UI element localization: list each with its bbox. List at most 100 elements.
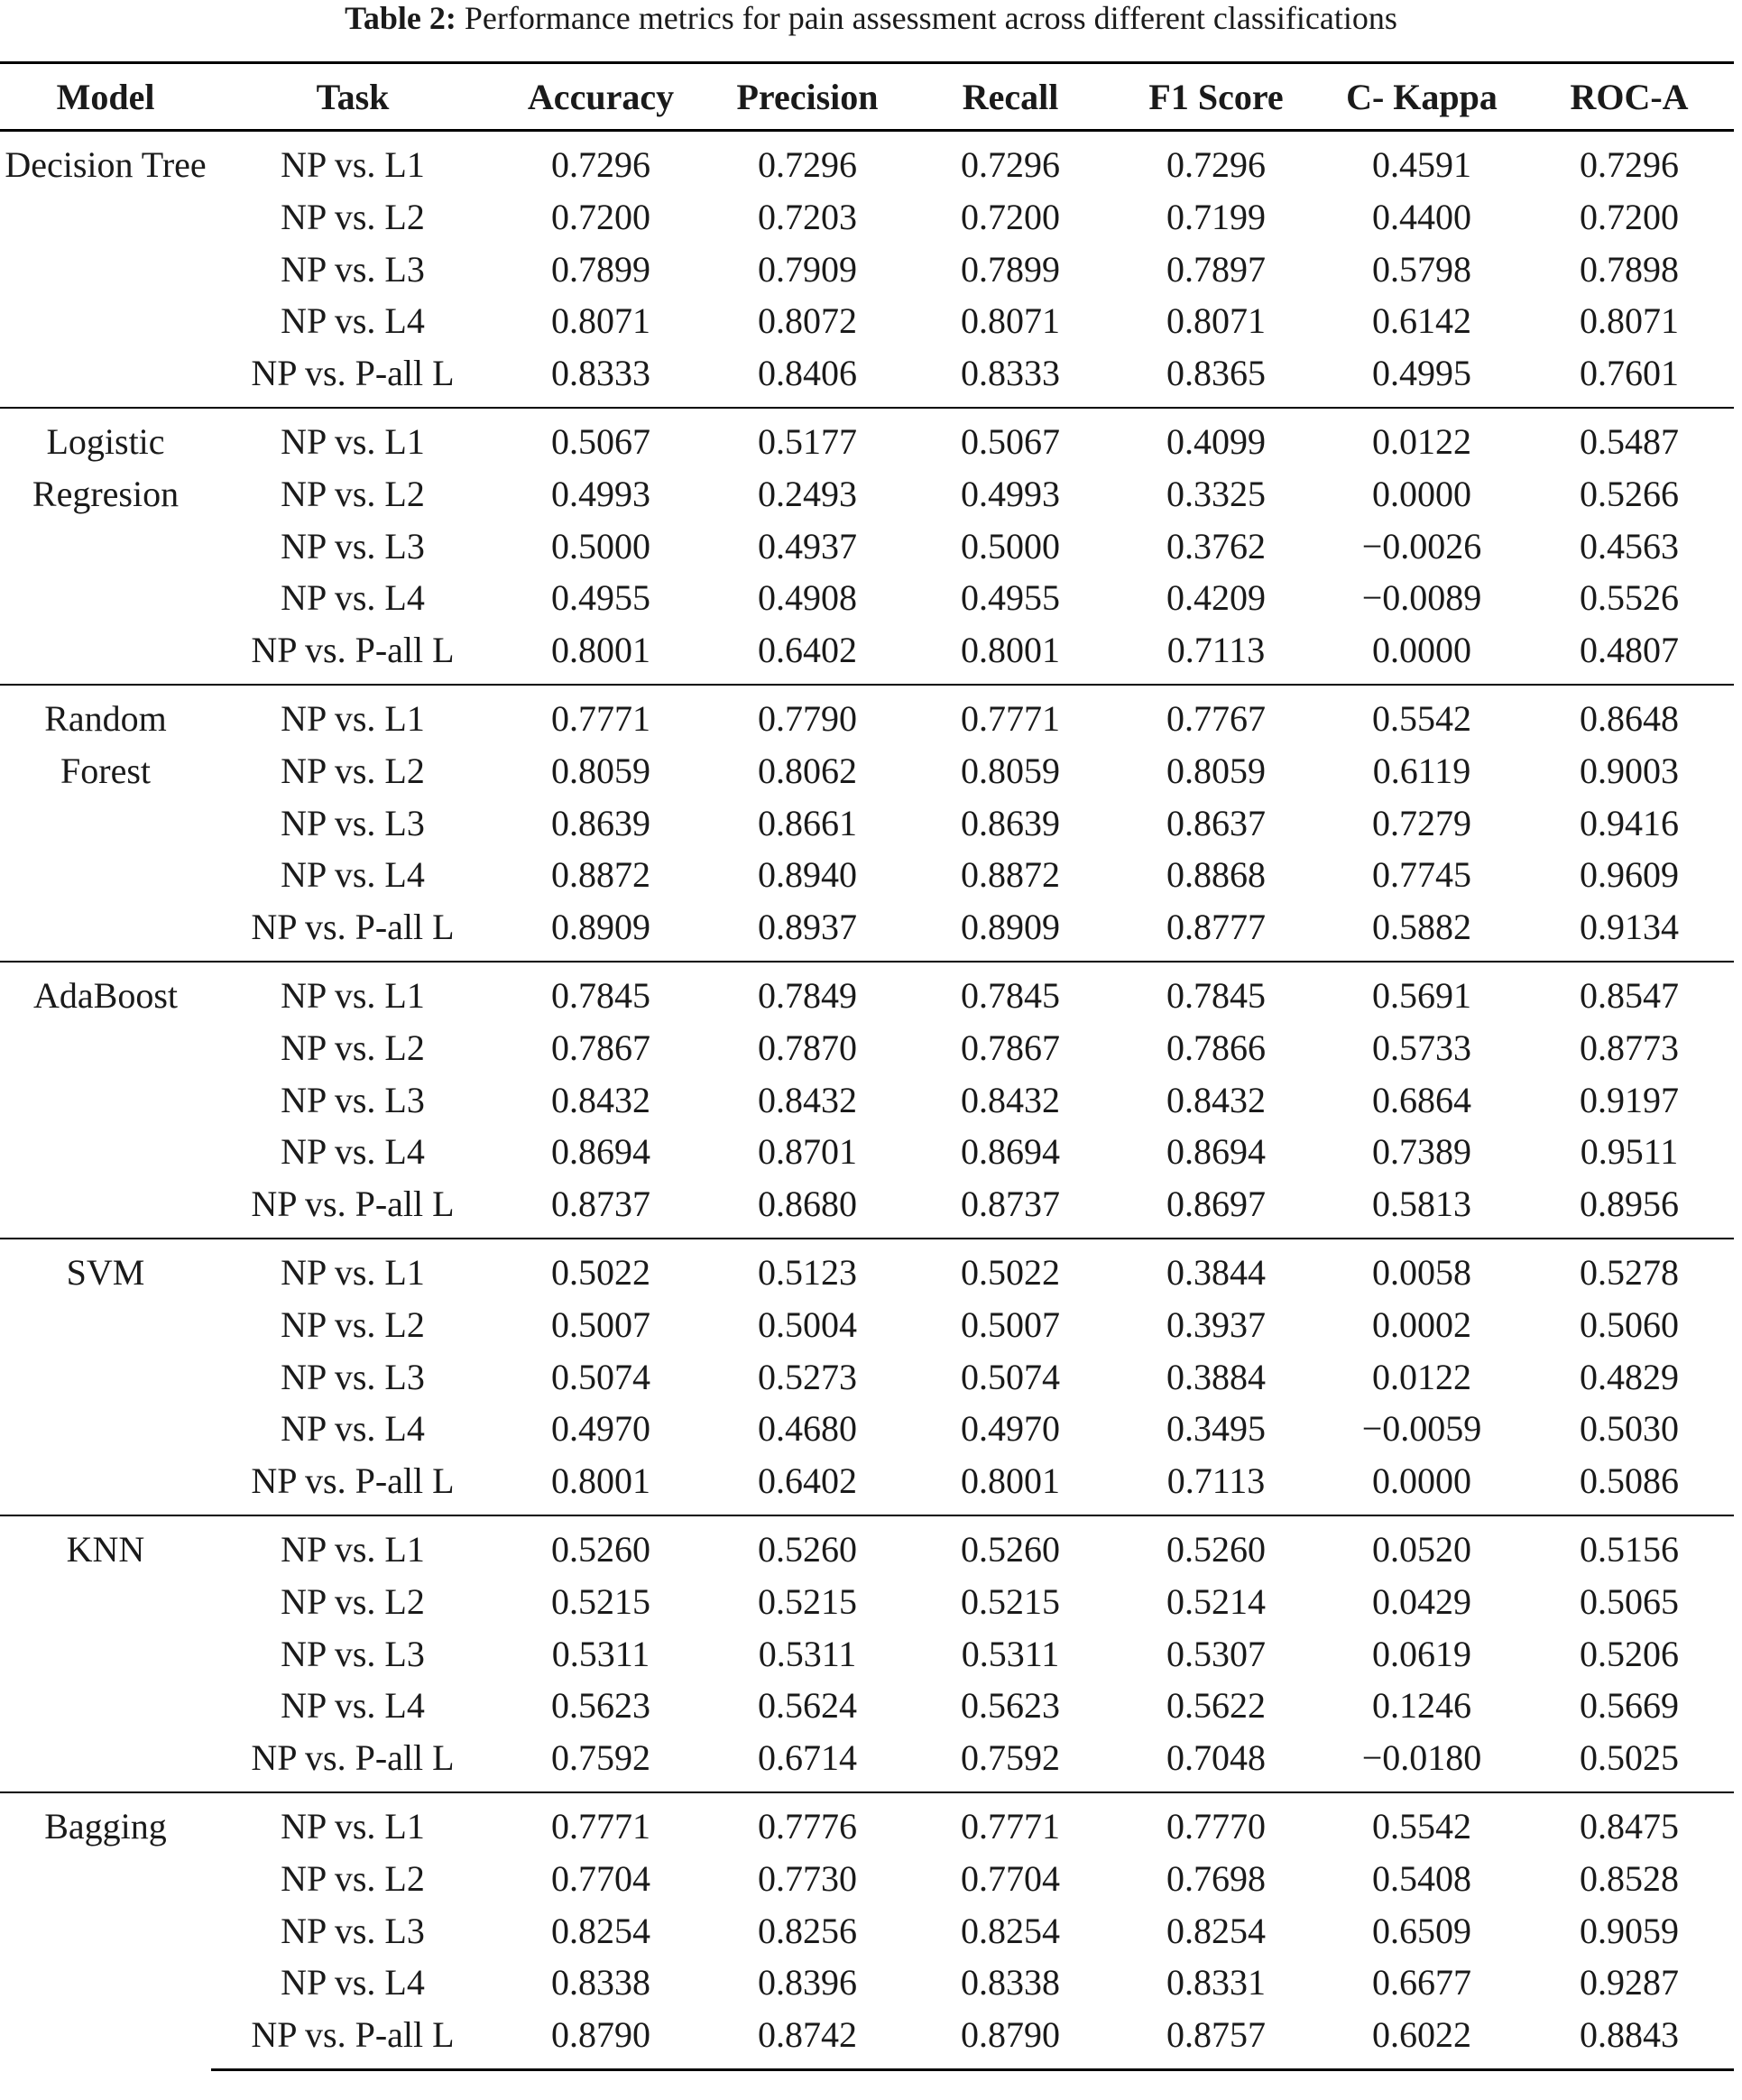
metric-cell: 0.4993 <box>551 473 650 514</box>
metric-cell: 0.8254 <box>961 1910 1060 1951</box>
metric-cell: 0.7389 <box>1372 1131 1471 1173</box>
metric-cell: 0.5669 <box>1580 1685 1679 1727</box>
metric-cell: 0.3762 <box>1166 525 1266 566</box>
metric-cell: 0.5542 <box>1319 683 1525 745</box>
metric-cell: 0.7909 <box>758 248 857 290</box>
metric-cell: 0.5307 <box>1166 1633 1266 1674</box>
metric-cell: 0.8909 <box>961 907 1060 948</box>
metric-cell: 0.8680 <box>758 1184 857 1225</box>
metric-cell: 0.5215 <box>961 1580 1060 1622</box>
metric-cell: 0.7113 <box>1166 630 1266 671</box>
metric-cell: 0.8072 <box>758 300 857 342</box>
metric-cell: 0.7592 <box>961 1737 1060 1779</box>
metric-cell: 0.4993 <box>961 473 1060 514</box>
metric-cell: 0.5813 <box>1372 1184 1471 1225</box>
metric-cell: 0.8937 <box>758 907 857 948</box>
metric-cell: 0.8843 <box>1525 2009 1734 2071</box>
table-row: NP vs. L4 0.8872 0.8940 0.8872 0.8868 0.7745 0… <box>0 849 1734 901</box>
task-cell: NP vs. L3 <box>281 1356 425 1397</box>
metric-cell: 0.6677 <box>1372 1962 1471 2003</box>
metric-cell: 0.4970 <box>551 1408 650 1450</box>
table-row: Bagging NP vs. L1 0.7771 0.7776 0.7771 0.7770… <box>0 1791 1734 2070</box>
metric-cell: 0.6022 <box>1319 2009 1525 2071</box>
metric-cell: 0.8790 <box>908 2009 1113 2071</box>
table-row: NP vs. P-all L 0.8001 0.6402 0.8001 0.7113 0.… <box>0 1455 1734 1515</box>
table-row: NP vs. L4 0.8071 0.8072 0.8071 0.8071 0.6142 0… <box>0 295 1734 347</box>
metric-cell: 0.8338 <box>961 1962 1060 2003</box>
table-row: NP vs. P-all L 0.8001 0.6402 0.8001 0.7113 0.… <box>0 624 1734 685</box>
task-cell: NP vs. L4 <box>281 1408 425 1450</box>
table-row: NP vs. L4 0.8338 0.8396 0.8338 0.8331 0.6677 0… <box>0 1957 1734 2009</box>
metric-cell: 0.7200 <box>961 196 1060 237</box>
model-group: Bagging NP vs. L1 0.7771 0.7776 0.7771 0.7770… <box>0 1791 1734 2071</box>
task-cell: NP vs. L4 <box>281 1962 425 2003</box>
caption: Table 2: Performance metrics for pain as… <box>0 0 1742 40</box>
metric-cell: 0.5123 <box>707 1237 908 1299</box>
metric-cell: 0.7296 <box>551 144 650 185</box>
metric-cell: 0.5060 <box>1580 1303 1679 1345</box>
task-cell: NP vs. L1 <box>211 406 494 468</box>
task-cell: NP vs. L2 <box>281 1027 425 1068</box>
task-cell: NP vs. L2 <box>281 196 425 237</box>
metric-cell: 0.7899 <box>961 248 1060 290</box>
metric-cell: 0.8365 <box>1166 353 1266 394</box>
metric-cell: 0.4829 <box>1580 1356 1679 1397</box>
column-header: C- Kappa <box>1319 61 1525 132</box>
metric-cell: 0.3844 <box>1113 1237 1319 1299</box>
metric-cell: 0.8071 <box>1580 300 1679 342</box>
metric-cell: 0.7898 <box>1580 248 1679 290</box>
task-cell: NP vs. P-all L <box>251 1460 455 1502</box>
metric-cell: 0.6402 <box>758 1460 857 1502</box>
metric-cell: 0.8338 <box>551 1962 650 2003</box>
metric-cell: 0.4955 <box>551 577 650 619</box>
metric-cell: 0.4807 <box>1580 630 1679 671</box>
model-group: Logistic Regresion NP vs. L1 0.5067 0.5177 0… <box>0 406 1734 685</box>
caption-text: Performance metrics for pain assessment … <box>464 0 1397 36</box>
metric-cell: 0.6142 <box>1372 300 1471 342</box>
metric-cell: 0.0000 <box>1372 1460 1471 1502</box>
model-name: Decision Tree <box>5 144 207 185</box>
metric-cell: 0.7771 <box>494 1791 707 1853</box>
metric-cell: 0.7899 <box>551 248 650 290</box>
metric-cell: 0.5074 <box>551 1356 650 1397</box>
metric-cell: 0.8909 <box>551 907 650 948</box>
metric-cell: 0.7866 <box>1166 1027 1266 1068</box>
table-row: NP vs. L3 0.5000 0.4937 0.5000 0.3762 −0.0026… <box>0 520 1734 573</box>
metric-cell: 0.4563 <box>1580 525 1679 566</box>
metric-cell: 0.8742 <box>707 2009 908 2071</box>
metric-cell: 0.7730 <box>758 1857 857 1899</box>
metric-cell: 0.4995 <box>1372 353 1471 394</box>
metric-cell: 0.8777 <box>1166 907 1266 948</box>
metric-cell: 0.7296 <box>1166 144 1266 185</box>
metric-cell: 0.5022 <box>908 1237 1113 1299</box>
metric-cell: 0.0619 <box>1372 1633 1471 1674</box>
model-group: AdaBoost NP vs. L1 0.7845 0.7849 0.7845 0.784… <box>0 960 1734 1239</box>
metric-cell: 0.5487 <box>1525 406 1734 468</box>
table-row: NP vs. L3 0.5311 0.5311 0.5311 0.5307 0.0619 0… <box>0 1628 1734 1681</box>
metric-cell: 0.5733 <box>1372 1027 1471 1068</box>
metric-cell: 0.7048 <box>1166 1737 1266 1779</box>
metric-cell: 0.5067 <box>908 406 1113 468</box>
table-row: NP vs. L3 0.7899 0.7909 0.7899 0.7897 0.5798 0… <box>0 244 1734 296</box>
metric-cell: 0.8868 <box>1166 854 1266 896</box>
metric-cell: 0.0122 <box>1319 406 1525 468</box>
metric-cell: 0.8331 <box>1166 1962 1266 2003</box>
metric-cell: 0.8639 <box>961 802 1060 843</box>
metric-cell: 0.9134 <box>1580 907 1679 948</box>
task-cell: NP vs. P-all L <box>251 1184 455 1225</box>
metric-cell: 0.9287 <box>1580 1962 1679 2003</box>
table-row: SVM NP vs. L1 0.5022 0.5123 0.5022 0.3844 0.00… <box>0 1237 1734 1515</box>
table-row: NP vs. L2 0.4993 0.2493 0.4993 0.3325 0.0000 0… <box>0 468 1734 520</box>
metric-cell: 0.7296 <box>961 144 1060 185</box>
task-cell: NP vs. L1 <box>281 144 425 185</box>
metric-cell: 0.7771 <box>908 683 1113 745</box>
metric-cell: 0.7897 <box>1166 248 1266 290</box>
model-name: SVM <box>0 1237 211 1515</box>
metric-cell: 0.5311 <box>758 1633 857 1674</box>
metric-cell: 0.8694 <box>961 1131 1060 1173</box>
metric-cell: 0.5025 <box>1580 1737 1679 1779</box>
metric-cell: 0.4937 <box>758 525 857 566</box>
metric-cell: 0.8432 <box>961 1079 1060 1120</box>
metric-cell: 0.5278 <box>1525 1237 1734 1299</box>
